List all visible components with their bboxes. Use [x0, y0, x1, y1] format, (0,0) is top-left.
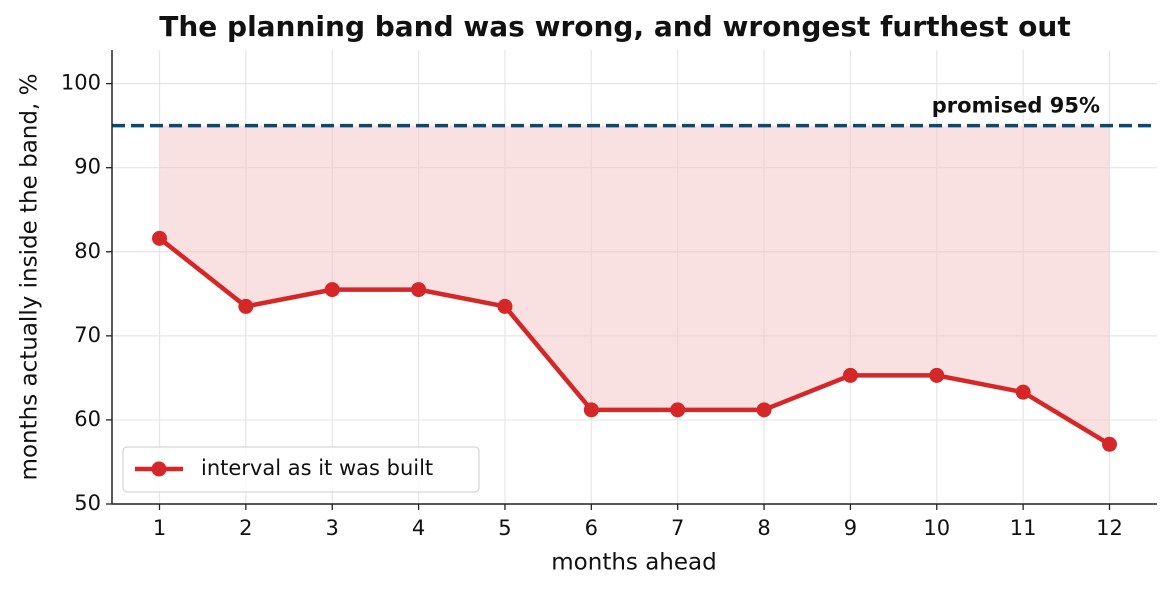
y-axis-label: months actually inside the band, % — [17, 74, 43, 481]
data-point — [929, 367, 945, 383]
x-tick-label: 6 — [585, 516, 598, 540]
x-tick-label: 4 — [412, 516, 425, 540]
data-point — [411, 282, 427, 298]
y-tick-label: 60 — [74, 407, 101, 431]
legend-marker — [151, 461, 167, 477]
x-tick-label: 10 — [923, 516, 950, 540]
reference-label: promised 95% — [932, 94, 1100, 118]
y-tick-label: 50 — [74, 491, 101, 515]
data-point — [497, 298, 513, 314]
x-tick-label: 1 — [153, 516, 166, 540]
shortfall-area — [159, 125, 1110, 445]
series-line — [158, 236, 1111, 447]
x-tick-label: 9 — [844, 516, 857, 540]
x-tick-label: 5 — [498, 516, 511, 540]
y-tick-label: 70 — [74, 323, 101, 347]
x-tick-label: 12 — [1096, 516, 1123, 540]
x-axis-label: months ahead — [551, 550, 716, 576]
legend-box — [122, 446, 480, 493]
legend-label: interval as it was built — [201, 456, 433, 480]
data-point — [670, 402, 686, 418]
data-point — [756, 402, 772, 418]
data-point — [1015, 384, 1031, 400]
data-point — [842, 367, 858, 383]
y-tick-label: 80 — [74, 239, 101, 263]
data-point — [238, 298, 254, 314]
x-tick-label: 8 — [757, 516, 770, 540]
y-tick-label: 100 — [61, 71, 101, 95]
x-tick-label: 2 — [239, 516, 252, 540]
x-tick-label: 7 — [671, 516, 684, 540]
data-point — [152, 230, 167, 246]
data-point — [1102, 436, 1117, 452]
y-tick-label: 90 — [74, 155, 101, 179]
data-point — [583, 402, 599, 418]
chart-title: The planning band was wrong, and wronges… — [159, 10, 1071, 43]
x-tick-label: 11 — [1010, 516, 1037, 540]
x-tick-label: 3 — [326, 516, 339, 540]
data-point — [324, 282, 340, 298]
